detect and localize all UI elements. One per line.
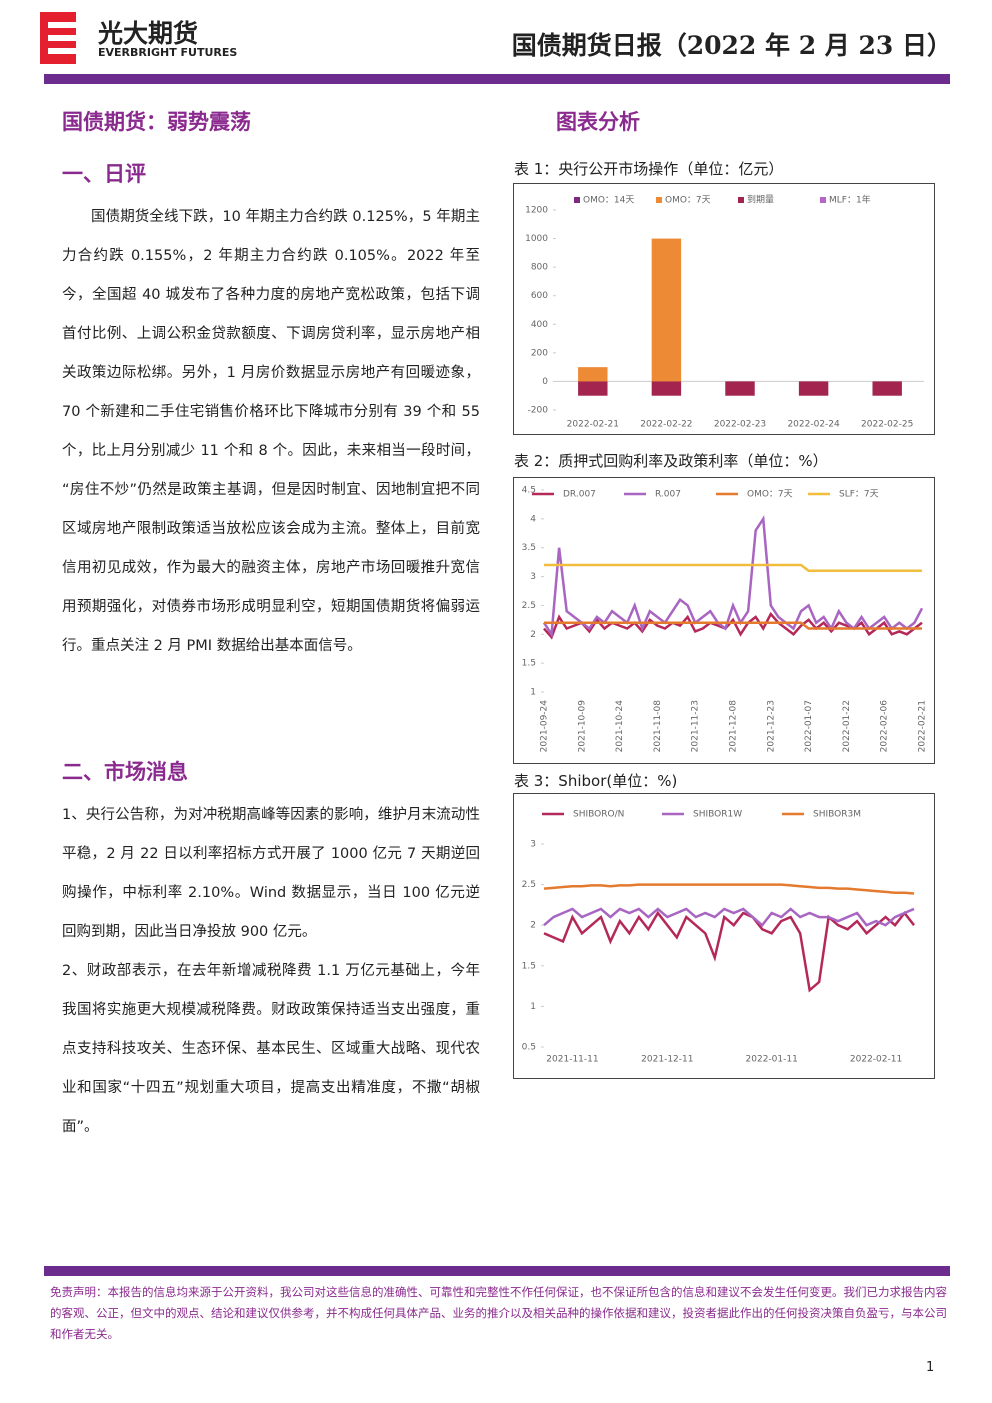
legend-label: SLF：7天 xyxy=(839,490,879,500)
footer-bar xyxy=(44,1266,950,1276)
paragraph: 国债期货全线下跌，10 年期主力合约跌 0.125%，5 年期主力合约跌 0.1… xyxy=(62,209,480,654)
legend-label: OMO：14天 xyxy=(583,196,634,206)
bar xyxy=(578,367,608,382)
y-tick-label: 600 xyxy=(531,291,548,301)
disclaimer: 免责声明：本报告的信息均来源于公开资料，我公司对这些信息的准确性、可靠性和完整性… xyxy=(50,1285,947,1341)
y-tick-label: 2 xyxy=(530,630,536,640)
legend-label: MLF：1年 xyxy=(829,194,871,206)
y-tick-label: 1 xyxy=(530,688,536,698)
news-list: 1、央行公告称，为对冲税期高峰等因素的影响，维护月末流动性平稳，2 月 22 日… xyxy=(62,796,480,1147)
news-item: 2、财政部表示，在去年新增减税降费 1.1 万亿元基础上，今年我国将实施更大规模… xyxy=(62,963,480,1135)
company: 光大期货 xyxy=(98,19,199,48)
y-tick-label: 4.5 xyxy=(522,486,536,496)
y-tick-label: 400 xyxy=(531,320,548,330)
legend-marker xyxy=(820,197,826,203)
y-tick-label: 2 xyxy=(530,921,536,931)
legend-marker xyxy=(738,197,744,203)
chart: 1 1.5 2 2.5 3 3.5 4 4.5 2021-09-24 2021-10-09 2021… xyxy=(513,477,935,764)
legend-label: 到期量 xyxy=(747,194,774,206)
news-item: 1、央行公告称，为对冲税期高峰等因素的影响，维护月末流动性平稳，2 月 22 日… xyxy=(62,807,480,940)
line xyxy=(543,883,915,895)
line xyxy=(542,515,924,638)
chart-caption: 表 2：质押式回购利率及政策利率（单位：%） xyxy=(514,452,828,470)
y-tick-label: 800 xyxy=(531,263,548,273)
legend-label: SHIBOR3M xyxy=(813,810,861,820)
y-tick-label: 1.5 xyxy=(522,961,536,971)
x-tick-label: 2021-10-09 xyxy=(577,700,587,753)
section-title: 一、日评 xyxy=(62,161,146,186)
y-tick-label: 0 xyxy=(542,377,548,387)
headline: 国债期货：弱势震荡 xyxy=(62,109,251,134)
x-tick-label: 2022-02-23 xyxy=(714,420,766,430)
report-title: 国债期货日报（2022 年 2 月 23 日） xyxy=(511,31,952,60)
y-tick-label: 0.5 xyxy=(522,1043,536,1053)
x-tick-label: 2021-11-11 xyxy=(546,1055,598,1065)
x-tick-label: 2021-12-23 xyxy=(766,700,776,752)
y-tick-label: -200 xyxy=(528,406,549,416)
y-tick-label: 1200 xyxy=(525,206,548,216)
line xyxy=(543,910,915,993)
legend-label: OMO：7天 xyxy=(665,196,711,206)
chart: -200 0 200 400 600 800 1000 1200 2022-02-21 2022-… xyxy=(513,183,935,435)
x-tick-label: 2021-12-08 xyxy=(729,700,739,753)
legend-label: R.007 xyxy=(655,490,681,500)
logo xyxy=(40,12,78,64)
y-tick-label: 1.5 xyxy=(522,659,536,669)
y-tick-label: 3 xyxy=(530,840,536,850)
x-tick-label: 2022-02-24 xyxy=(787,420,840,430)
legend-label: SHIBORO/N xyxy=(573,810,624,820)
y-tick-label: 2.5 xyxy=(522,601,536,611)
x-tick-label: 2021-12-11 xyxy=(641,1055,693,1065)
chart: 0.5 1 1.5 2 2.5 3 2021-11-11 2021-12-11 2022-01-… xyxy=(513,793,935,1079)
line xyxy=(544,621,922,630)
x-tick-label: 2021-09-24 xyxy=(540,700,550,753)
line xyxy=(543,907,915,928)
header-bar xyxy=(44,74,950,84)
page-number: 1 xyxy=(926,1360,935,1375)
y-tick-label: 1 xyxy=(530,1002,536,1012)
x-tick-label: 2022-02-21 xyxy=(567,420,619,430)
x-tick-label: 2022-02-06 xyxy=(880,700,890,753)
x-tick-label: 2021-10-24 xyxy=(615,700,625,753)
y-tick-label: 200 xyxy=(531,348,548,358)
bar xyxy=(651,381,682,396)
x-tick-label: 2022-02-25 xyxy=(861,420,913,430)
legend-marker xyxy=(656,197,662,203)
section-title: 二、市场消息 xyxy=(62,759,188,784)
bar xyxy=(798,381,829,396)
y-tick-label: 3.5 xyxy=(522,543,536,553)
x-tick-label: 2022-01-07 xyxy=(804,700,814,752)
bar xyxy=(651,238,682,382)
bar xyxy=(725,381,755,396)
x-tick-label: 2022-02-11 xyxy=(850,1055,902,1065)
chart-caption: 表 1：央行公开市场操作（单位：亿元） xyxy=(514,160,784,178)
y-tick-label: 2.5 xyxy=(522,880,536,890)
x-tick-label: 2022-02-22 xyxy=(640,420,692,430)
company-en: EVERBRIGHT FUTURES xyxy=(98,46,238,59)
x-tick-label: 2021-11-23 xyxy=(691,700,701,752)
legend-label: DR.007 xyxy=(563,490,596,500)
line xyxy=(544,563,922,573)
legend-label: SHIBOR1W xyxy=(693,810,742,820)
y-tick-label: 3 xyxy=(530,572,536,582)
bar xyxy=(872,381,902,396)
chart-caption: 表 3：Shibor(单位：%) xyxy=(514,772,678,790)
x-tick-label: 2022-01-11 xyxy=(746,1055,798,1065)
y-tick-label: 1000 xyxy=(525,234,548,244)
x-tick-label: 2021-11-08 xyxy=(653,700,663,753)
bar xyxy=(578,381,608,396)
x-tick-label: 2022-01-22 xyxy=(842,700,852,752)
legend-label: OMO：7天 xyxy=(747,490,793,500)
legend-marker xyxy=(574,197,580,203)
headline: 图表分析 xyxy=(556,109,640,134)
x-tick-label: 2022-02-21 xyxy=(918,700,928,752)
y-tick-label: 4 xyxy=(530,514,536,524)
line xyxy=(543,611,923,640)
